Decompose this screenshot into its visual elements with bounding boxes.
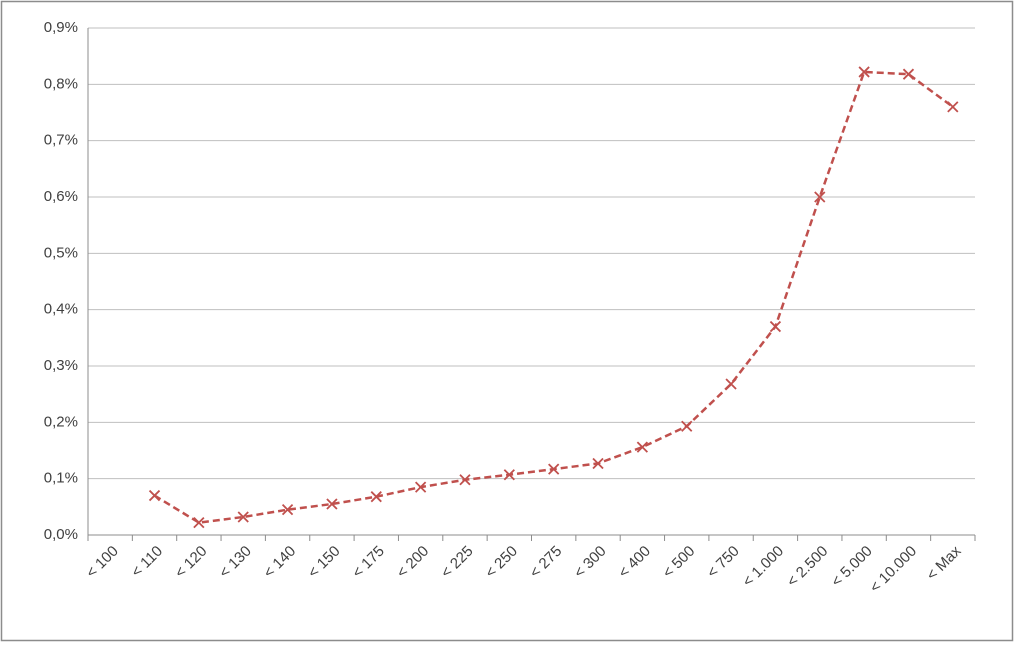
- data-point: [370, 491, 382, 503]
- data-point: [636, 441, 649, 453]
- data-point: [725, 378, 737, 390]
- data-point: [858, 66, 870, 78]
- data-point: [326, 498, 338, 510]
- data-point: [503, 469, 515, 481]
- y-tick-label: 0,3%: [44, 357, 78, 374]
- data-point: [237, 511, 249, 523]
- y-tick-label: 0,4%: [44, 301, 78, 318]
- y-tick-label: 0,2%: [44, 413, 78, 430]
- y-tick-label: 0,7%: [44, 132, 78, 149]
- data-point: [414, 481, 427, 493]
- y-tick-label: 0,0%: [44, 526, 78, 543]
- data-point: [681, 420, 693, 432]
- data-point: [947, 101, 959, 113]
- data-point: [148, 489, 161, 502]
- data-point: [193, 516, 205, 529]
- y-tick-label: 0,9%: [44, 19, 78, 36]
- data-point: [769, 320, 782, 333]
- data-point: [548, 463, 560, 475]
- data-point: [902, 68, 915, 80]
- y-tick-label: 0,6%: [44, 188, 78, 205]
- data-point: [592, 457, 604, 470]
- y-tick-label: 0,8%: [44, 75, 78, 92]
- data-point: [459, 474, 471, 486]
- data-point: [281, 504, 294, 516]
- y-tick-label: 0,5%: [44, 244, 78, 261]
- y-tick-label: 0,1%: [44, 470, 78, 487]
- data-point: [814, 191, 826, 203]
